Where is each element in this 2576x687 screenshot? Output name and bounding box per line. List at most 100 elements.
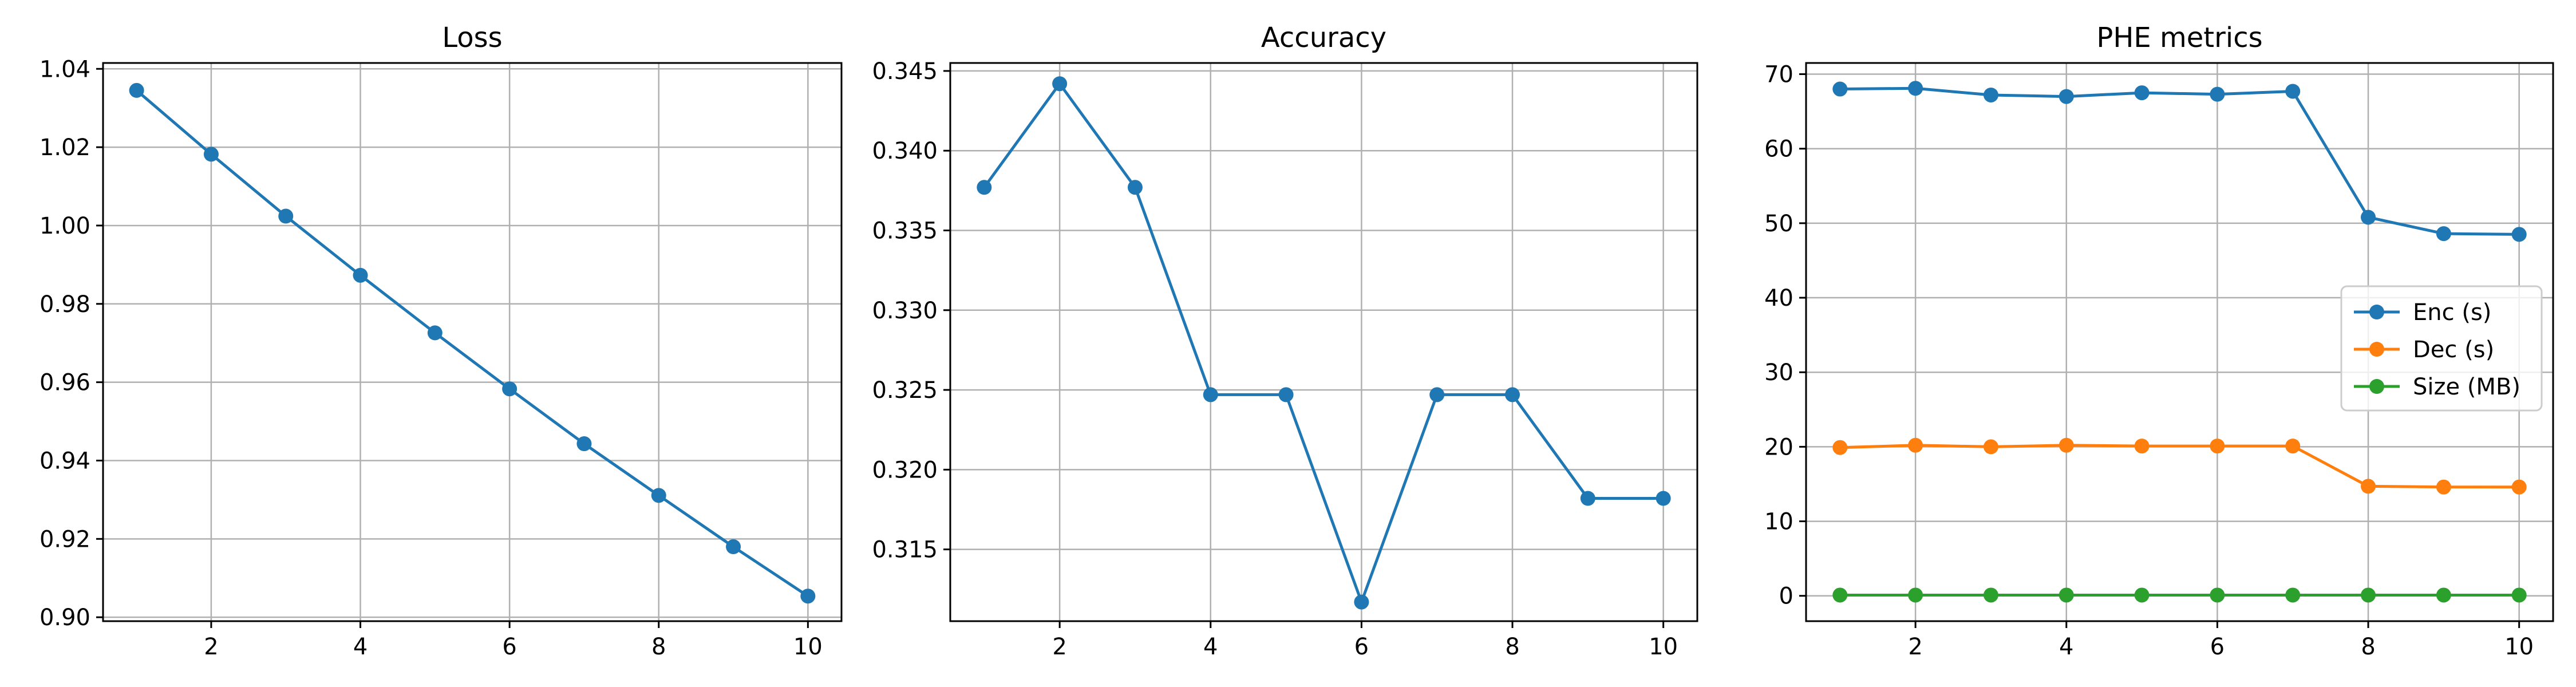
x-tick-label: 2 <box>1052 634 1066 660</box>
data-point <box>2436 226 2451 242</box>
y-tick-label: 1.04 <box>39 56 90 82</box>
data-point <box>353 267 368 283</box>
x-tick-label: 2 <box>204 634 218 660</box>
data-point <box>2511 479 2527 495</box>
axes-frame <box>1805 62 2554 622</box>
y-tick-label: 0 <box>1779 583 1793 610</box>
legend-marker <box>2369 379 2384 394</box>
data-point <box>1429 387 1445 402</box>
data-point <box>2511 587 2527 603</box>
data-point <box>2059 587 2074 603</box>
x-tick-label: 6 <box>2210 634 2225 660</box>
data-point <box>1983 439 1998 455</box>
data-point <box>2210 587 2225 603</box>
data-point <box>1983 87 1998 102</box>
data-point <box>2361 210 2376 225</box>
y-tick-label: 0.340 <box>872 138 938 164</box>
x-tick-label: 4 <box>1203 634 1218 660</box>
y-tick-label: 0.325 <box>872 377 938 404</box>
x-tick-label: 4 <box>2059 634 2073 660</box>
legend: Enc (s) Dec (s) Size (MB) <box>2340 285 2543 412</box>
x-tick-label: 6 <box>1354 634 1369 660</box>
x-tick-label: 10 <box>2504 634 2534 660</box>
data-point <box>2210 439 2225 454</box>
x-tick-label: 4 <box>353 634 368 660</box>
y-tick-label: 0.315 <box>872 537 938 563</box>
legend-box <box>2340 285 2543 412</box>
x-tick-label: 6 <box>502 634 516 660</box>
y-tick-label: 10 <box>1764 509 1793 535</box>
data-point <box>2511 227 2527 242</box>
data-point <box>2134 587 2150 603</box>
chart-panel-3: 2 4 6 8 10 0 10 20 30 40 50 60 70 PHE metrics Enc (s) D… <box>1764 22 2554 660</box>
data-point <box>203 147 219 162</box>
data-point <box>2134 85 2150 101</box>
data-point <box>1203 387 1218 402</box>
y-tick-label: 70 <box>1764 62 1793 88</box>
data-point <box>1832 81 1848 97</box>
data-point <box>2210 86 2225 102</box>
y-tick-label: 0.330 <box>872 298 938 324</box>
legend-label: Dec (s) <box>2413 337 2494 363</box>
panel-title: Loss <box>442 22 502 54</box>
data-point <box>1832 440 1848 455</box>
y-tick-label: 60 <box>1764 136 1793 163</box>
data-point <box>427 325 442 341</box>
x-tick-label: 2 <box>1908 634 1922 660</box>
x-tick-label: 10 <box>1649 634 1678 660</box>
data-point <box>977 180 992 195</box>
axes-frame <box>102 62 843 622</box>
panel-title: PHE metrics <box>2096 22 2262 54</box>
y-tick-label: 40 <box>1764 285 1793 311</box>
y-tick-label: 0.320 <box>872 457 938 483</box>
y-tick-label: 0.96 <box>39 370 90 396</box>
legend-label: Enc (s) <box>2413 299 2491 326</box>
y-tick-label: 0.92 <box>39 526 90 552</box>
data-point <box>1908 81 1923 96</box>
data-point <box>2059 437 2074 453</box>
data-point <box>2285 439 2301 454</box>
legend-marker <box>2369 305 2384 319</box>
series-line-1 <box>1840 86 2519 236</box>
x-tick-label: 8 <box>1505 634 1519 660</box>
y-tick-label: 0.98 <box>39 291 90 318</box>
data-point <box>1127 180 1143 195</box>
data-point <box>2361 479 2376 494</box>
data-point <box>1354 594 1369 610</box>
data-point <box>726 539 741 554</box>
data-point <box>2059 89 2074 104</box>
chart-panel-2: 2 4 6 8 10 0.315 0.320 0.325 0.330 0.335 0.340 0.34… <box>872 22 1698 660</box>
x-tick-label: 8 <box>651 634 666 660</box>
data-point <box>1505 387 1520 402</box>
y-tick-label: 0.345 <box>872 58 938 85</box>
legend-marker <box>2369 342 2384 357</box>
data-point <box>1656 491 1671 506</box>
y-tick-label: 20 <box>1764 434 1793 460</box>
data-point <box>2134 439 2150 454</box>
data-point <box>1278 387 1294 402</box>
data-point <box>1052 76 1068 92</box>
y-tick-label: 1.00 <box>39 213 90 239</box>
y-tick-label: 50 <box>1764 211 1793 237</box>
y-tick-label: 0.94 <box>39 448 90 474</box>
data-point <box>651 488 666 503</box>
data-point <box>576 436 592 452</box>
data-point <box>2436 587 2451 603</box>
data-point <box>1908 587 1923 603</box>
data-point <box>129 82 144 98</box>
axes-frame <box>949 62 1698 622</box>
series-line-2 <box>1840 444 2519 489</box>
data-point <box>1983 587 1998 603</box>
y-tick-label: 1.02 <box>39 135 90 161</box>
series-line-1 <box>983 82 1664 604</box>
data-point <box>1580 491 1595 506</box>
data-point <box>2361 587 2376 603</box>
chart-panel-1: 2 4 6 8 10 0.90 0.92 0.94 0.96 0.98 1.00 1.02 1.04 Lo… <box>39 22 843 660</box>
x-tick-label: 8 <box>2361 634 2375 660</box>
data-point <box>502 381 517 397</box>
data-point <box>2285 587 2301 603</box>
data-point <box>1908 437 1923 453</box>
series-line-1 <box>136 89 809 598</box>
data-point <box>278 208 294 224</box>
